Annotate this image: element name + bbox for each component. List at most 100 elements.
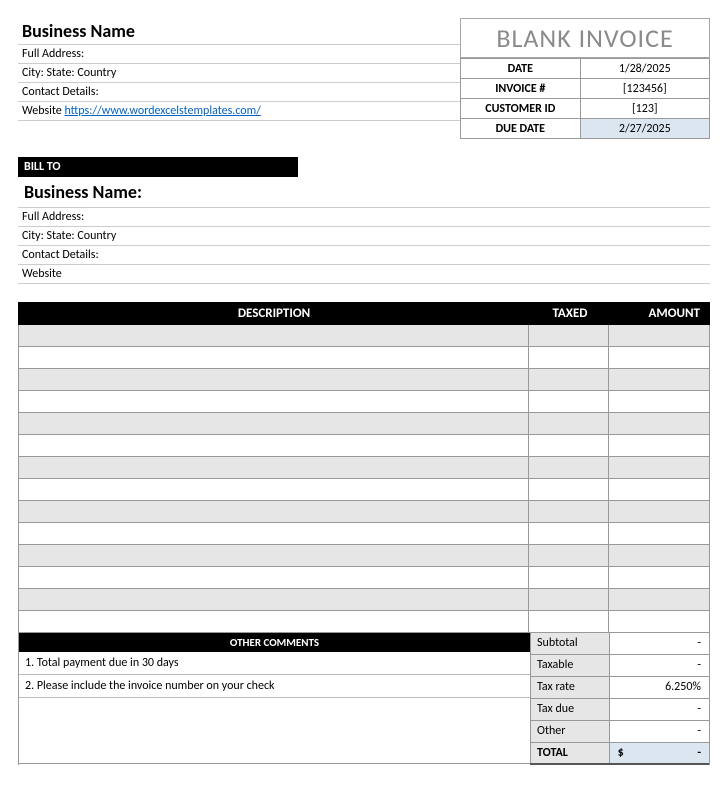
item-desc-cell[interactable] [19,457,529,478]
meta-value: [123456] [580,79,709,99]
item-amt-cell[interactable] [609,391,709,412]
item-tax-cell[interactable] [529,567,609,588]
item-tax-cell[interactable] [529,501,609,522]
totals-value: - [610,699,709,720]
item-row [19,523,709,545]
item-desc-cell[interactable] [19,347,529,368]
comments-header: OTHER COMMENTS [19,633,530,652]
totals-row: Subtotal- [530,633,709,655]
meta-value: 2/27/2025 [580,119,709,139]
item-amt-cell[interactable] [609,501,709,522]
item-tax-cell[interactable] [529,347,609,368]
item-desc-cell[interactable] [19,523,529,544]
item-tax-cell[interactable] [529,479,609,500]
business-city-label: City: State: Country [18,64,460,83]
business-name: Business Name [18,18,460,45]
meta-row: DATE1/28/2025 [461,59,710,79]
item-row [19,611,709,633]
comment-line: 1. Total payment due in 30 days [19,652,530,675]
totals-final-row: TOTAL $ - [530,743,709,765]
col-taxed: TAXED [530,302,610,325]
item-row [19,501,709,523]
billto-line: Contact Details: [18,246,710,265]
item-amt-cell[interactable] [609,545,709,566]
totals-final-value: $ - [610,743,709,763]
billto-header: BILL TO [18,157,298,177]
billto-line: Full Address: [18,208,710,227]
item-amt-cell[interactable] [609,479,709,500]
billto-name: Business Name: [18,177,710,208]
item-amt-cell[interactable] [609,347,709,368]
totals-row: Other- [530,721,709,743]
totals-final-amount: - [697,746,701,760]
totals-row: Tax rate6.250% [530,677,709,699]
item-amt-cell[interactable] [609,567,709,588]
item-desc-cell[interactable] [19,589,529,610]
business-website-label: Website [22,104,62,118]
item-amt-cell[interactable] [609,589,709,610]
item-tax-cell[interactable] [529,589,609,610]
totals-label: Taxable [530,655,610,676]
item-desc-cell[interactable] [19,369,529,390]
item-amt-cell[interactable] [609,457,709,478]
business-contact-label: Contact Details: [18,83,460,102]
col-description: DESCRIPTION [18,302,530,325]
item-tax-cell[interactable] [529,457,609,478]
item-tax-cell[interactable] [529,523,609,544]
item-tax-cell[interactable] [529,413,609,434]
invoice-meta-table: DATE1/28/2025INVOICE #[123456]CUSTOMER I… [460,58,710,139]
meta-row: INVOICE #[123456] [461,79,710,99]
item-tax-cell[interactable] [529,435,609,456]
meta-value: 1/28/2025 [580,59,709,79]
business-block: Business Name Full Address: City: State:… [18,18,460,139]
currency-symbol: $ [618,746,624,760]
item-desc-cell[interactable] [19,413,529,434]
business-address-label: Full Address: [18,45,460,64]
item-desc-cell[interactable] [19,501,529,522]
item-row [19,347,709,369]
item-row [19,457,709,479]
item-desc-cell[interactable] [19,567,529,588]
comment-line: 2. Please include the invoice number on … [19,675,530,698]
item-amt-cell[interactable] [609,523,709,544]
meta-row: CUSTOMER ID[123] [461,99,710,119]
item-tax-cell[interactable] [529,369,609,390]
item-tax-cell[interactable] [529,545,609,566]
meta-label: INVOICE # [461,79,581,99]
business-website-link[interactable]: https://www.wordexcelstemplates.com/ [64,104,260,118]
item-desc-cell[interactable] [19,435,529,456]
totals-final-label: TOTAL [530,743,610,763]
item-desc-cell[interactable] [19,391,529,412]
item-amt-cell[interactable] [609,325,709,346]
item-desc-cell[interactable] [19,479,529,500]
item-amt-cell[interactable] [609,435,709,456]
totals-value: - [610,633,709,654]
totals-label: Subtotal [530,633,610,654]
item-desc-cell[interactable] [19,611,529,632]
item-tax-cell[interactable] [529,325,609,346]
items-header: DESCRIPTION TAXED AMOUNT [18,302,710,325]
comments-filler [19,698,530,764]
item-amt-cell[interactable] [609,611,709,632]
totals-value: - [610,721,709,742]
item-desc-cell[interactable] [19,325,529,346]
item-tax-cell[interactable] [529,391,609,412]
meta-value: [123] [580,99,709,119]
item-row [19,589,709,611]
business-website-line: Website https://www.wordexcelstemplates.… [18,102,460,121]
item-row [19,369,709,391]
billto-line: City: State: Country [18,227,710,246]
totals-value: 6.250% [610,677,709,698]
meta-label: CUSTOMER ID [461,99,581,119]
comments-block: OTHER COMMENTS 1. Total payment due in 3… [18,633,530,765]
item-row [19,567,709,589]
item-amt-cell[interactable] [609,413,709,434]
meta-label: DUE DATE [461,119,581,139]
item-tax-cell[interactable] [529,611,609,632]
totals-label: Tax due [530,699,610,720]
totals-row: Tax due- [530,699,709,721]
item-amt-cell[interactable] [609,369,709,390]
item-row [19,413,709,435]
billto-line: Website [18,265,710,284]
item-desc-cell[interactable] [19,545,529,566]
